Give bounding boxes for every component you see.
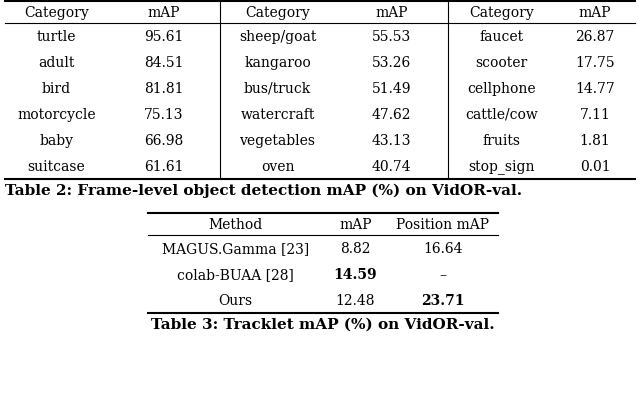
Text: adult: adult <box>38 56 75 70</box>
Text: 16.64: 16.64 <box>423 241 463 255</box>
Text: bus/truck: bus/truck <box>244 82 311 96</box>
Text: 84.51: 84.51 <box>144 56 184 70</box>
Text: 0.01: 0.01 <box>580 160 611 174</box>
Text: vegetables: vegetables <box>239 134 316 148</box>
Text: oven: oven <box>260 160 294 174</box>
Text: scooter: scooter <box>476 56 527 70</box>
Text: 75.13: 75.13 <box>144 108 184 122</box>
Text: 14.77: 14.77 <box>575 82 615 96</box>
Text: kangaroo: kangaroo <box>244 56 311 70</box>
Text: 17.75: 17.75 <box>575 56 615 70</box>
Text: fruits: fruits <box>483 134 520 148</box>
Text: stop_sign: stop_sign <box>468 159 535 174</box>
Text: suitcase: suitcase <box>28 160 85 174</box>
Text: cellphone: cellphone <box>467 82 536 96</box>
Text: Category: Category <box>24 6 89 20</box>
Text: 51.49: 51.49 <box>372 82 412 96</box>
Text: 95.61: 95.61 <box>144 30 184 44</box>
Text: bird: bird <box>42 82 71 96</box>
Text: Table 3: Tracklet mAP (%) on VidOR-val.: Table 3: Tracklet mAP (%) on VidOR-val. <box>151 317 495 331</box>
Text: 1.81: 1.81 <box>580 134 611 148</box>
Text: Position mAP: Position mAP <box>397 217 490 231</box>
Text: Method: Method <box>209 217 262 231</box>
Text: 66.98: 66.98 <box>145 134 184 148</box>
Text: 12.48: 12.48 <box>336 293 375 307</box>
Text: 53.26: 53.26 <box>372 56 411 70</box>
Text: 7.11: 7.11 <box>580 108 611 122</box>
Text: sheep/goat: sheep/goat <box>239 30 316 44</box>
Text: mAP: mAP <box>339 217 372 231</box>
Text: 81.81: 81.81 <box>144 82 184 96</box>
Text: 61.61: 61.61 <box>144 160 184 174</box>
Text: mAP: mAP <box>148 6 180 20</box>
Text: 26.87: 26.87 <box>575 30 614 44</box>
Text: colab-BUAA [28]: colab-BUAA [28] <box>177 267 294 281</box>
Text: cattle/cow: cattle/cow <box>465 108 538 122</box>
Text: 23.71: 23.71 <box>421 293 465 307</box>
Text: faucet: faucet <box>479 30 524 44</box>
Text: MAGUS.Gamma [23]: MAGUS.Gamma [23] <box>162 241 309 255</box>
Text: motorcycle: motorcycle <box>17 108 96 122</box>
Text: 8.82: 8.82 <box>340 241 371 255</box>
Text: watercraft: watercraft <box>240 108 315 122</box>
Text: 47.62: 47.62 <box>372 108 412 122</box>
Text: 55.53: 55.53 <box>372 30 411 44</box>
Text: 14.59: 14.59 <box>333 267 378 281</box>
Text: mAP: mAP <box>375 6 408 20</box>
Text: Category: Category <box>245 6 310 20</box>
Text: 40.74: 40.74 <box>372 160 412 174</box>
Text: Category: Category <box>469 6 534 20</box>
Text: 43.13: 43.13 <box>372 134 412 148</box>
Text: turtle: turtle <box>36 30 76 44</box>
Text: –: – <box>440 267 447 281</box>
Text: Table 2: Frame-level object detection mAP (%) on VidOR-val.: Table 2: Frame-level object detection mA… <box>5 184 522 198</box>
Text: Ours: Ours <box>218 293 253 307</box>
Text: mAP: mAP <box>579 6 611 20</box>
Text: baby: baby <box>40 134 74 148</box>
